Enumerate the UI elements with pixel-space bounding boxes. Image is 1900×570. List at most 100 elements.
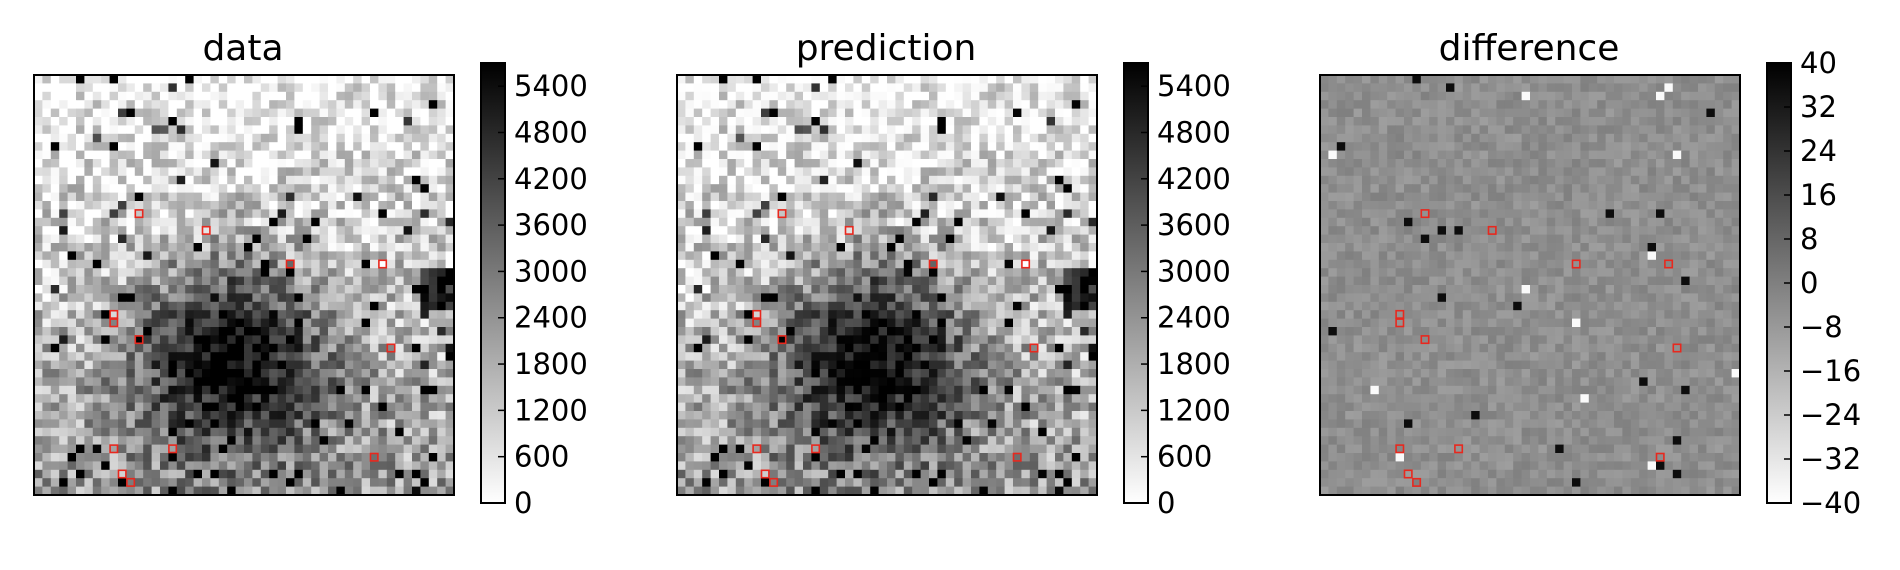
heatmap-cell [386,159,396,168]
heatmap-cell [235,327,245,336]
heatmap-cell [1029,251,1039,261]
heatmap-cell [126,293,136,303]
heatmap-cell [378,369,388,378]
heatmap-cell [218,259,228,269]
heatmap-cell [845,259,854,269]
heatmap-cell [1038,192,1047,202]
heatmap-cell [311,75,320,84]
heatmap-cell [971,259,980,269]
heatmap-cell [761,352,770,361]
heatmap-cell [987,369,997,378]
heatmap-cell [185,226,194,235]
heatmap-cell [395,419,404,429]
heatmap-cell [370,360,379,370]
heatmap-cell [134,243,144,252]
heatmap-cell [677,100,686,109]
heatmap-cell [702,234,711,244]
heatmap-cell [311,469,320,479]
heatmap-cell [1055,343,1064,353]
heatmap-cell [118,117,127,126]
heatmap-cell [819,411,829,420]
heatmap-cell [1071,259,1081,269]
heatmap-cell [403,234,413,244]
heatmap-cell [971,469,980,479]
heatmap-cell [252,453,262,462]
heatmap-cell [235,259,245,269]
heatmap-cell [160,427,169,437]
heatmap-cell [1088,285,1098,294]
heatmap-cell [803,377,812,387]
heatmap-cell [752,436,762,445]
heatmap-cell [67,343,77,353]
heatmap-cell [1004,217,1014,227]
heatmap-cell [895,217,905,227]
heatmap-cell [878,352,888,361]
heatmap-cell [929,184,938,193]
heatmap-cell [702,369,711,378]
heatmap-cell [302,142,312,151]
heatmap-cell [412,117,421,126]
heatmap-cell [185,293,194,303]
heatmap-cell [218,360,228,370]
heatmap-cell [861,360,871,370]
heatmap-cell [912,436,921,445]
heatmap-cell [1080,453,1089,462]
heatmap-cell [218,318,228,328]
heatmap-cell [803,226,812,235]
heatmap-cell [202,108,211,118]
heatmap-cell [836,335,846,345]
heatmap-cell [845,133,854,143]
heatmap-cell [370,150,379,160]
heatmap-cell [752,411,762,420]
heatmap-cell [286,251,295,261]
heatmap-cell [67,352,77,361]
heatmap-cell [412,327,421,336]
heatmap-cell [1080,419,1089,429]
heatmap-cell [954,385,963,395]
heatmap-cell [395,251,404,261]
heatmap-cell [1080,411,1089,420]
heatmap-cell [202,75,211,84]
heatmap-cell [744,301,753,311]
heatmap-cell [160,91,169,101]
heatmap-cell [395,486,404,496]
heatmap-cell [294,167,304,177]
heatmap-cell [920,159,930,168]
heatmap-cell [109,133,119,143]
heatmap-cell [328,91,337,101]
heatmap-cell [710,125,720,135]
heatmap-cell [109,91,119,101]
heatmap-cell [286,327,295,336]
heatmap-cell [50,444,60,454]
heatmap-cell [370,201,379,210]
heatmap-cell [336,234,346,244]
heatmap-cell [979,259,989,269]
heatmap-cell [193,234,203,244]
heatmap-cell [996,243,1005,252]
heatmap-cell [168,327,178,336]
heatmap-cell [168,427,178,437]
heatmap-cell [761,201,770,210]
heatmap-cell [260,159,270,168]
heatmap-cell [685,444,695,454]
heatmap-cell [735,419,745,429]
heatmap-cell [971,133,980,143]
heatmap-cell [395,352,404,361]
heatmap-cell [151,192,161,202]
heatmap-cell [920,301,930,311]
heatmap-cell [260,310,270,319]
heatmap-cell [319,201,329,210]
heatmap-cell [319,167,329,177]
heatmap-cell [1080,259,1089,269]
heatmap-cell [344,301,354,311]
heatmap-cell [445,419,455,429]
heatmap-cell [437,301,446,311]
heatmap-cell [693,327,703,336]
heatmap-cell [168,192,178,202]
heatmap-cell [878,427,888,437]
heatmap-cell [294,83,304,93]
heatmap-cell [685,91,695,101]
heatmap-cell [744,343,753,353]
heatmap-cell [344,318,354,328]
heatmap-cell [294,259,304,269]
